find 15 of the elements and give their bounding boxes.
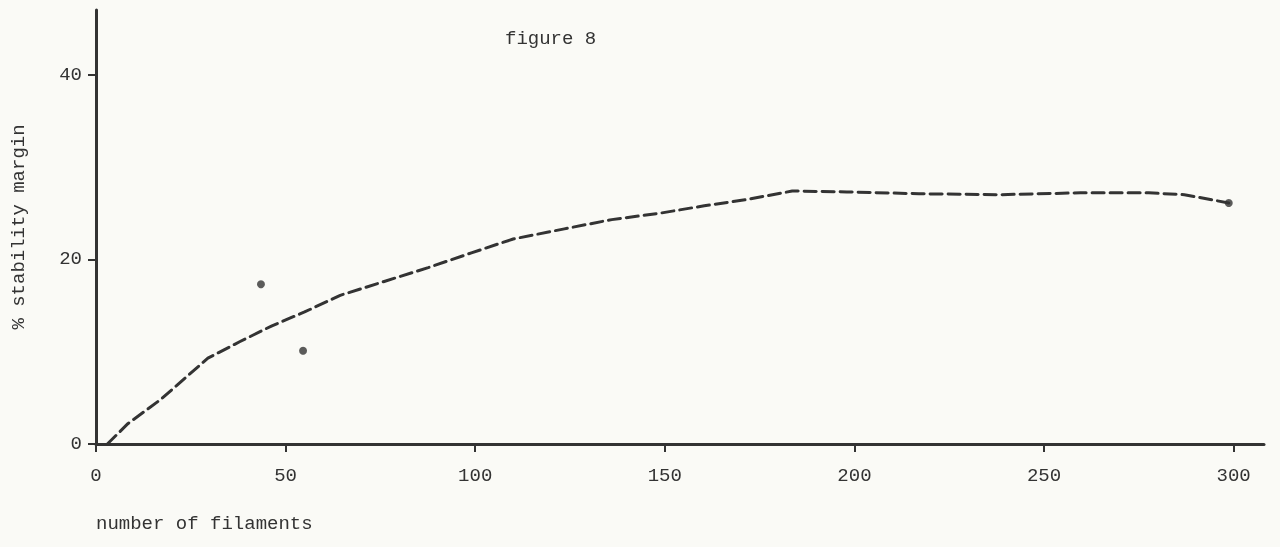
point (299, 346, 308, 355)
x-tick-label: 250 (1026, 464, 1062, 487)
text: figure 8 (505, 27, 597, 50)
x-tick-label: 0 (90, 464, 102, 487)
y-tick-label: 40 (59, 63, 82, 86)
x-tick-label: 300 (1216, 464, 1251, 487)
y-tick-label: 0 (70, 433, 82, 455)
point (256, 280, 265, 289)
x-tick-label: 100 (458, 464, 493, 487)
y-axis-title: % stability margin (7, 124, 30, 330)
x-tick-label: 50 (274, 464, 298, 487)
y-tick-label: 20 (59, 248, 82, 271)
x-tick-label: 150 (647, 464, 682, 487)
x-tick-label: 200 (837, 464, 872, 487)
x-axis-title: number of filaments (96, 512, 313, 535)
